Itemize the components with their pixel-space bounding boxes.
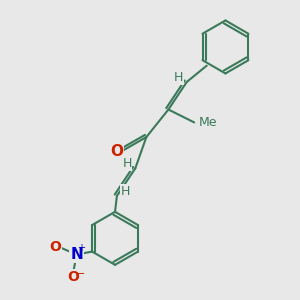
Text: H: H — [122, 158, 132, 170]
Text: H: H — [120, 185, 130, 198]
Text: −: − — [76, 269, 85, 279]
Text: N: N — [70, 247, 83, 262]
Text: O: O — [110, 144, 123, 159]
Text: O: O — [67, 270, 79, 283]
Text: +: + — [77, 243, 86, 253]
Text: O: O — [50, 240, 62, 254]
Text: Me: Me — [199, 116, 218, 129]
Text: H: H — [174, 71, 183, 84]
